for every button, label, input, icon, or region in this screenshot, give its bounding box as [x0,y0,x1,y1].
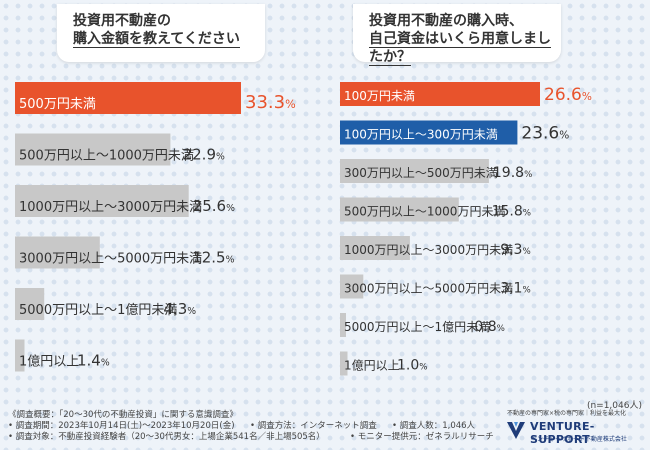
bar-category-label: 100万円未満 [344,89,415,103]
bar-value-label: 0.8% [474,319,505,335]
bar-value-label: 12.5% [192,249,234,267]
bar-value-label: 4.3% [163,300,196,318]
bar-2 [340,120,518,145]
question-right-line1: 投資用不動産の購入時、 [369,13,523,29]
bar-category-label: 500万円以上〜1000万円未満 [19,149,194,164]
bar-value-label: 19.8% [493,165,532,181]
bar-3 [340,159,489,183]
bar-category-label: 1億円以上 [344,359,400,373]
bar-value-label: 1.0% [397,358,428,374]
venture-support-logo: 不動産の専門家×税の専門家｜利益を最大化 VENTURE-SUPPORT ベンチ… [505,408,645,446]
logo-tagline: 不動産の専門家×税の専門家｜利益を最大化 [507,410,627,417]
left-chart-panel: 投資用不動産の 購入金額を教えてください 500万円未満 33.3% 500万円以上… [15,0,325,400]
bar-4 [15,236,100,269]
logo-name: VENTURE-SUPPORT [530,420,595,446]
bar-3 [15,185,189,217]
bar-value-label: 22.9% [183,146,225,164]
bar-value-label: 15.8% [492,204,531,220]
bar-2 [15,133,171,166]
bar-category-label: 100万円以上〜300万円未満 [344,128,498,142]
bar-category-label: 500万円以上〜1000万円未満 [344,205,505,219]
own-funds-bar-chart: 100万円未満 26.6% 100万円以上〜300万円未満 23.6% 300万円以上〜… [340,82,592,376]
question-left-line1: 投資用不動産の [73,13,171,29]
survey-count: • 調査人数：1,046人 [392,421,476,431]
bar-4 [340,197,459,222]
question-box-left: 投資用不動産の 購入金額を教えてください [57,4,265,62]
bar-value-label: 33.3% [245,92,296,113]
survey-period: • 調査期間：2023年10月14日(土)〜2023年10月20日(金) [8,421,235,431]
bar-5 [15,288,45,320]
bar-1 [340,82,540,106]
bar-category-label: 500万円未満 [19,97,96,112]
bar-value-label: 1.4% [77,352,110,370]
bar-category-label: 300万円以上〜500万円未満 [344,166,498,180]
bar-value-label: 23.6% [521,124,569,144]
bar-5 [340,236,410,260]
bar-category-label: 3000万円以上〜5000万円未満 [344,282,513,296]
logo-mark-icon [507,422,525,439]
bar-value-label: 3.1% [500,281,531,297]
survey-overview: 《調査概要：「20〜30代の不動産投資」に関する意識調査》 [8,410,238,420]
bar-category-label: 1億円以上 [19,354,79,370]
logo-subtitle: ベンチャーサポート不動産株式会社 [531,436,627,443]
question-text-left: 投資用不動産の 購入金額を教えてください [73,12,257,48]
footer: (n=1,046人) 《調査概要：「20〜30代の不動産投資」に関する意識調査》… [0,398,650,450]
bar-8 [340,351,348,376]
bar-category-label: 3000万円以上〜5000万円未満 [19,252,202,267]
bar-value-label: 26.6% [544,85,592,105]
bar-category-label: 5000万円以上〜1億円未満 [344,320,490,334]
bar-6 [15,339,25,372]
bar-category-label: 1000万円以上〜3000万円未満 [19,200,202,215]
question-text-right: 投資用不動産の購入時、 自己資金はいくら用意しましたか？ [369,12,553,66]
sample-size: (n=1,046人) [586,401,642,411]
monitor-provider: • モニター提供元：ゼネラルリサーチ [350,432,494,442]
bar-7 [340,313,346,337]
bar-category-label: 5000万円以上〜1億円未満 [19,302,177,318]
survey-target: • 調査対象：不動産投資経験者（20〜30代男女：上場企業541名／非上場505… [8,432,325,442]
bar-1 [15,82,241,114]
survey-method: • 調査方法：インターネット調査 [250,421,377,431]
question-box-right: 投資用不動産の購入時、 自己資金はいくら用意しましたか？ [353,4,561,66]
bar-value-label: 25.6% [193,197,235,215]
right-chart-panel: 投資用不動産の購入時、 自己資金はいくら用意しましたか？ 100万円未満 26.6… [340,0,650,400]
question-left-line2: 購入金額を教えてください [73,31,240,48]
bar-6 [340,274,364,299]
bar-category-label: 1000万円以上〜3000万円未満 [344,243,513,257]
question-right-line2: 自己資金はいくら用意しましたか？ [369,31,551,66]
bar-value-label: 9.3% [500,242,531,258]
